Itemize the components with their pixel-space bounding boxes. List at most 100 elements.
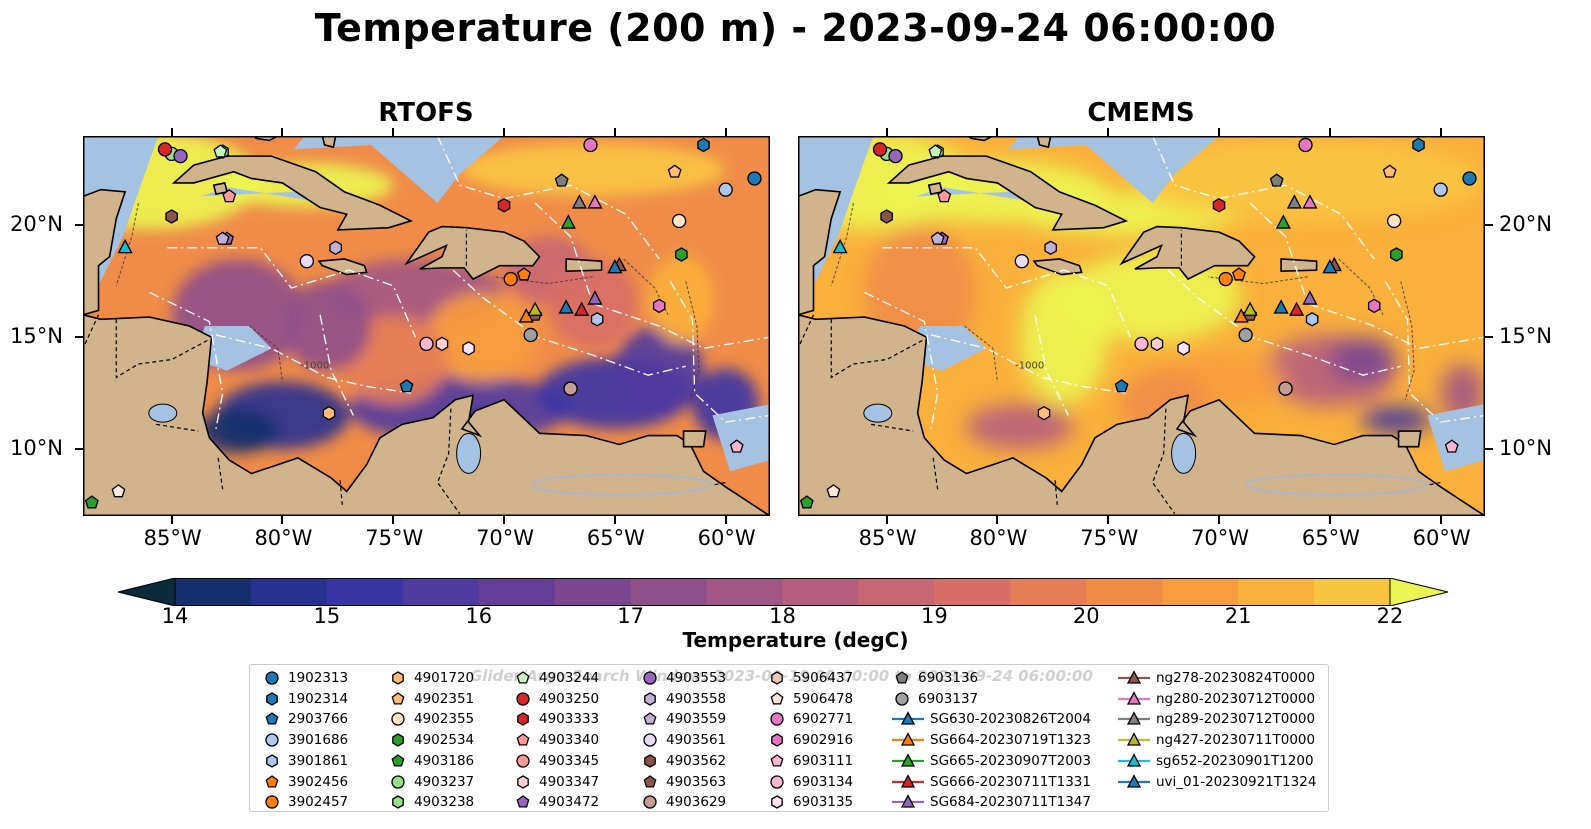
legend-item: ng280-20230712T0000: [1118, 689, 1315, 709]
lon-tick-mark: [613, 128, 616, 136]
colorbar-segment: [1238, 578, 1315, 606]
obs-marker-6903135: [462, 341, 475, 356]
obs-marker-ng289-20230712T0000: [1286, 194, 1302, 209]
obs-marker-4903553: [888, 148, 903, 164]
legend-label: 4903558: [666, 690, 727, 707]
lon-tick-mark: [724, 516, 727, 524]
legend-item: 4903340: [513, 730, 599, 750]
lon-tick-mark: [170, 516, 173, 524]
legend-item: 5906437: [767, 668, 853, 688]
legend-label: 4901720: [414, 670, 475, 686]
obs-marker-4903347: [1150, 336, 1164, 352]
lon-tick-label: 60°W: [697, 526, 756, 550]
legend-marker: [644, 691, 656, 706]
legend-marker: [265, 671, 279, 685]
colorbar-segment: [1162, 578, 1239, 606]
legend-marker: [895, 671, 909, 684]
obs-marker-5906478: [111, 484, 126, 498]
obs-marker-3901686: [1433, 182, 1448, 197]
legend-label: 4903340: [539, 732, 600, 749]
obs-marker-4902355: [1386, 213, 1402, 229]
legend-marker: [516, 671, 530, 684]
lat-tick-mark: [1485, 336, 1493, 339]
legend-item: 4903558: [640, 689, 726, 709]
obs-marker-6903134: [1134, 336, 1149, 352]
obs-marker-4901720: [322, 405, 336, 421]
legend-label: 3902457: [288, 794, 349, 811]
obs-marker-4902351: [1382, 164, 1397, 178]
obs-marker-4902534: [1390, 247, 1403, 262]
colorbar-tick-label: 17: [617, 604, 644, 628]
map-panel-cmems: -1000: [798, 136, 1485, 516]
legend-item: 4903562: [640, 751, 726, 771]
colorbar-segment: [1010, 578, 1087, 606]
legend: Glider/Argo Search Window: 2023-09-19 00…: [249, 664, 1329, 812]
legend-label: ng278-20230824T0000: [1156, 670, 1316, 686]
legend-label: 4903563: [666, 773, 727, 790]
legend-marker: [770, 753, 784, 767]
legend-label: SG684-20230711T1347: [930, 794, 1091, 811]
legend-marker: [517, 774, 529, 789]
legend-marker: [1118, 732, 1150, 746]
lon-tick-label: 60°W: [1412, 526, 1471, 550]
legend-item: 4903244: [513, 668, 599, 688]
legend-item: 4903250: [513, 689, 599, 709]
obs-marker-6903135: [1177, 341, 1190, 356]
legend-item: 6902916: [767, 730, 853, 750]
legend-label: uvi_01-20230921T1324: [1156, 773, 1317, 790]
legend-label: 6903134: [793, 773, 854, 790]
legend-marker: [392, 733, 404, 747]
lon-tick-mark: [1107, 128, 1110, 136]
lon-tick-mark: [885, 128, 888, 136]
legend-marker: [770, 691, 784, 705]
colorbar-extend-high: [1389, 578, 1449, 606]
legend-label: 3901686: [288, 732, 349, 749]
legend-label: 1902313: [288, 670, 349, 686]
colorbar-segment: [1086, 578, 1163, 606]
legend-item: uvi_01-20230921T1324: [1118, 772, 1316, 792]
obs-marker-6903137: [1238, 327, 1253, 343]
lat-tick-mark: [1485, 447, 1493, 450]
legend-item: 6903137: [892, 689, 978, 709]
legend-label: 4903472: [539, 794, 600, 811]
legend-item: 4902355: [388, 709, 474, 729]
obs-marker-3901861: [1305, 312, 1319, 327]
legend-label: 2903766: [288, 711, 349, 728]
colorbar-segment: [1314, 578, 1391, 606]
legend-label: 4902534: [414, 732, 475, 749]
obs-marker-3902457: [503, 271, 518, 287]
lat-tick-mark: [75, 336, 83, 339]
obs-marker-1902313: [1462, 171, 1477, 186]
colorbar: [117, 578, 1449, 606]
obs-marker-SG684-20230711T1347: [587, 290, 603, 305]
legend-item: 3902456: [262, 772, 348, 792]
legend-marker: [770, 712, 784, 727]
obs-marker-4903250: [157, 142, 173, 157]
obs-marker-6903134: [419, 336, 434, 352]
lat-tick-label-left: 20°N: [10, 212, 63, 237]
lon-tick-mark: [503, 516, 506, 524]
legend-item: 6903134: [767, 772, 853, 792]
lat-tick-label-right: 20°N: [1499, 212, 1552, 237]
contour-label: -1000: [300, 360, 329, 371]
obs-marker-5906478: [826, 484, 841, 498]
legend-item: 6903135: [767, 792, 853, 812]
lon-tick-mark: [996, 128, 999, 136]
lon-tick-mark: [996, 516, 999, 524]
colorbar-tick-label: 15: [313, 604, 341, 628]
obs-marker-4902534: [675, 247, 688, 262]
legend-marker: [1118, 773, 1150, 788]
legend-label: 3901861: [288, 752, 349, 769]
legend-label: 6902916: [793, 732, 854, 749]
obs-marker-6903111: [729, 439, 744, 453]
legend-item: 6903136: [892, 668, 978, 688]
obs-marker-4903186: [84, 495, 99, 509]
obs-marker-SG630-20230826T2004: [1273, 299, 1289, 314]
legend-item: 4903347: [513, 772, 599, 792]
obs-marker-4903553: [173, 148, 188, 164]
obs-marker-2903766: [1114, 379, 1129, 393]
legend-label: 1902314: [288, 690, 349, 707]
legend-marker: [265, 774, 279, 788]
legend-item: 6902771: [767, 709, 853, 729]
colorbar-segment: [250, 578, 328, 606]
